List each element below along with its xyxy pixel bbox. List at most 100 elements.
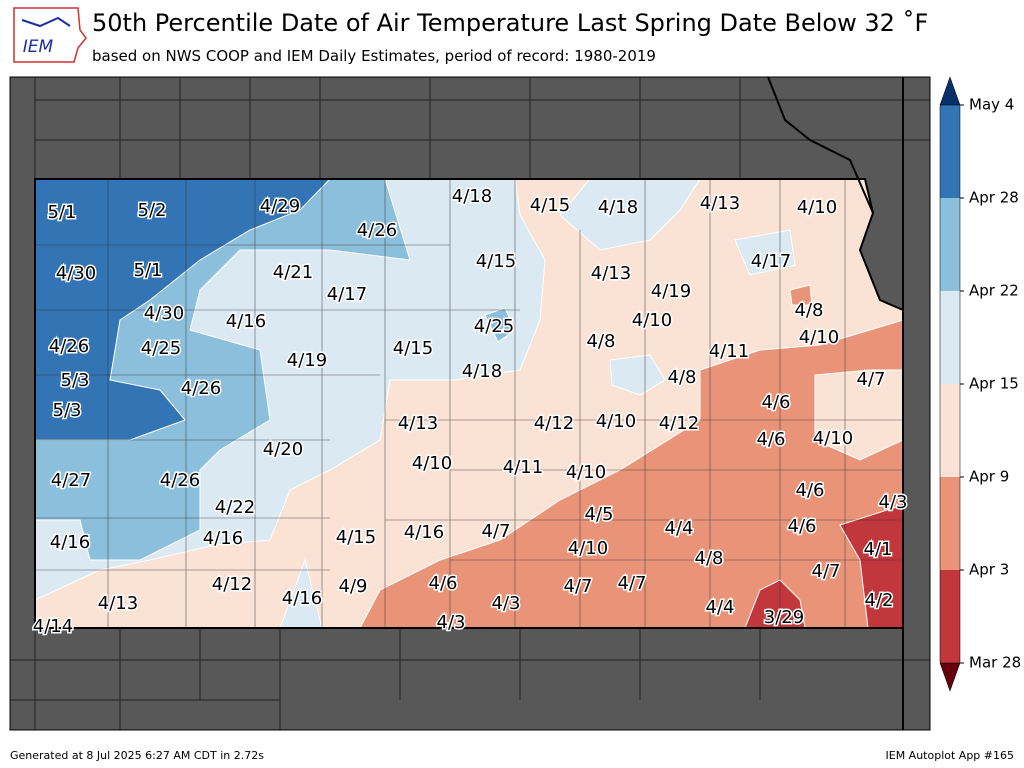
station-label: 4/12 — [659, 413, 699, 434]
station-label: 4/15 — [336, 527, 376, 548]
station-label: 4/2 — [865, 590, 894, 611]
station-label: 4/6 — [429, 573, 458, 594]
station-label: 4/26 — [49, 336, 89, 357]
station-label: 4/13 — [98, 593, 138, 614]
station-label: 4/10 — [596, 411, 636, 432]
station-label: 4/7 — [812, 561, 841, 582]
station-label: 4/3 — [879, 492, 908, 513]
station-label: 4/30 — [144, 303, 184, 324]
station-label: 4/18 — [598, 197, 638, 218]
station-label: 4/7 — [482, 521, 511, 542]
station-label: 4/16 — [226, 311, 266, 332]
station-label: 4/30 — [56, 263, 96, 284]
neighbor-border — [767, 76, 904, 730]
colorbar-label: Apr 3 — [969, 561, 1009, 579]
station-label: 4/19 — [287, 350, 327, 371]
station-label: 4/10 — [813, 428, 853, 449]
station-label: 4/7 — [618, 573, 647, 594]
logo: IEM — [13, 7, 87, 63]
station-label: 4/13 — [700, 193, 740, 214]
colorbar-label: May 4 — [969, 96, 1014, 114]
station-label: 4/7 — [857, 369, 886, 390]
station-label: 4/8 — [695, 548, 724, 569]
station-label: 5/1 — [48, 202, 77, 223]
footer-right: IEM Autoplot App #165 — [886, 749, 1015, 762]
colorbar-segment — [940, 570, 960, 663]
station-label: 4/10 — [566, 462, 606, 483]
station-label: 4/8 — [587, 331, 616, 352]
station-label: 4/16 — [404, 522, 444, 543]
station-label: 4/16 — [203, 528, 243, 549]
colorbar-segment — [940, 105, 960, 198]
station-label: 4/20 — [263, 439, 303, 460]
station-label: 4/15 — [476, 251, 516, 272]
station-label: 4/15 — [393, 338, 433, 359]
colorbar-segment — [940, 198, 960, 291]
station-label: 4/10 — [568, 538, 608, 559]
station-label: 4/17 — [751, 251, 791, 272]
colorbar-segment — [940, 384, 960, 477]
station-label: 5/3 — [53, 400, 82, 421]
station-label: 4/14 — [33, 616, 73, 637]
colorbar-label: Apr 22 — [969, 282, 1019, 300]
station-label: 4/11 — [503, 457, 543, 478]
climate-zone — [789, 284, 813, 306]
station-label: 4/22 — [215, 497, 255, 518]
station-label: 5/2 — [138, 200, 167, 221]
station-label: 4/13 — [591, 263, 631, 284]
county-lines — [10, 77, 930, 730]
station-label: 4/16 — [282, 588, 322, 609]
colorbar-label: Apr 9 — [969, 468, 1009, 486]
station-label: 4/27 — [51, 470, 91, 491]
station-label: 4/15 — [530, 195, 570, 216]
station-label: 4/9 — [339, 576, 368, 597]
station-label: 4/11 — [709, 341, 749, 362]
station-label: 4/4 — [706, 597, 735, 618]
station-label: 4/29 — [260, 196, 300, 217]
logo-mark — [21, 16, 71, 28]
kansas-county-lines — [35, 179, 903, 628]
station-label: 4/19 — [651, 281, 691, 302]
station-label: 4/8 — [668, 367, 697, 388]
station-label: 4/4 — [665, 518, 694, 539]
station-label: 4/8 — [795, 300, 824, 321]
colorbar-label: Apr 15 — [969, 375, 1019, 393]
station-label: 4/18 — [452, 186, 492, 207]
station-label: 4/18 — [462, 361, 502, 382]
colorbar-extend-bottom — [939, 662, 961, 692]
station-label: 4/7 — [564, 576, 593, 597]
station-label: 4/5 — [585, 504, 614, 525]
colorbar-segment — [940, 477, 960, 570]
colorbar-segment — [940, 291, 960, 384]
colorbar-label: Mar 28 — [969, 654, 1021, 672]
station-label: 4/21 — [273, 262, 313, 283]
logo-text: IEM — [23, 37, 54, 57]
station-label: 4/10 — [799, 327, 839, 348]
footer-left: Generated at 8 Jul 2025 6:27 AM CDT in 2… — [10, 749, 264, 762]
colorbar: May 4 Apr 28 Apr 22 Apr 15 Apr 9 Apr 3 Mar 28 — [939, 76, 1021, 692]
station-label: 4/10 — [632, 310, 672, 331]
station-label: 4/3 — [437, 612, 466, 633]
title: 50th Percentile Date of Air Temperature … — [92, 9, 928, 37]
subtitle: based on NWS COOP and IEM Daily Estimate… — [92, 47, 656, 65]
station-label: 3/29 — [764, 607, 804, 628]
station-label: 4/6 — [762, 392, 791, 413]
station-labels: 5/1 5/2 4/29 4/18 4/15 4/18 4/13 4/10 4/26 4/30 5/… — [31, 185, 909, 639]
station-label: 4/12 — [212, 574, 252, 595]
station-label: 4/10 — [412, 453, 452, 474]
map-fills — [34, 178, 904, 629]
station-label: 4/26 — [160, 470, 200, 491]
station-label: 4/3 — [492, 593, 521, 614]
state-border — [34, 178, 904, 629]
station-label: 4/26 — [357, 220, 397, 241]
colorbar-extend-top — [939, 76, 961, 106]
station-label: 4/6 — [757, 429, 786, 450]
colorbar-label: Apr 28 — [969, 189, 1019, 207]
station-label: 4/16 — [50, 532, 90, 553]
station-label: 4/10 — [797, 197, 837, 218]
station-label: 5/1 — [134, 260, 163, 281]
station-label: 4/13 — [398, 413, 438, 434]
station-label: 5/3 — [61, 370, 90, 391]
